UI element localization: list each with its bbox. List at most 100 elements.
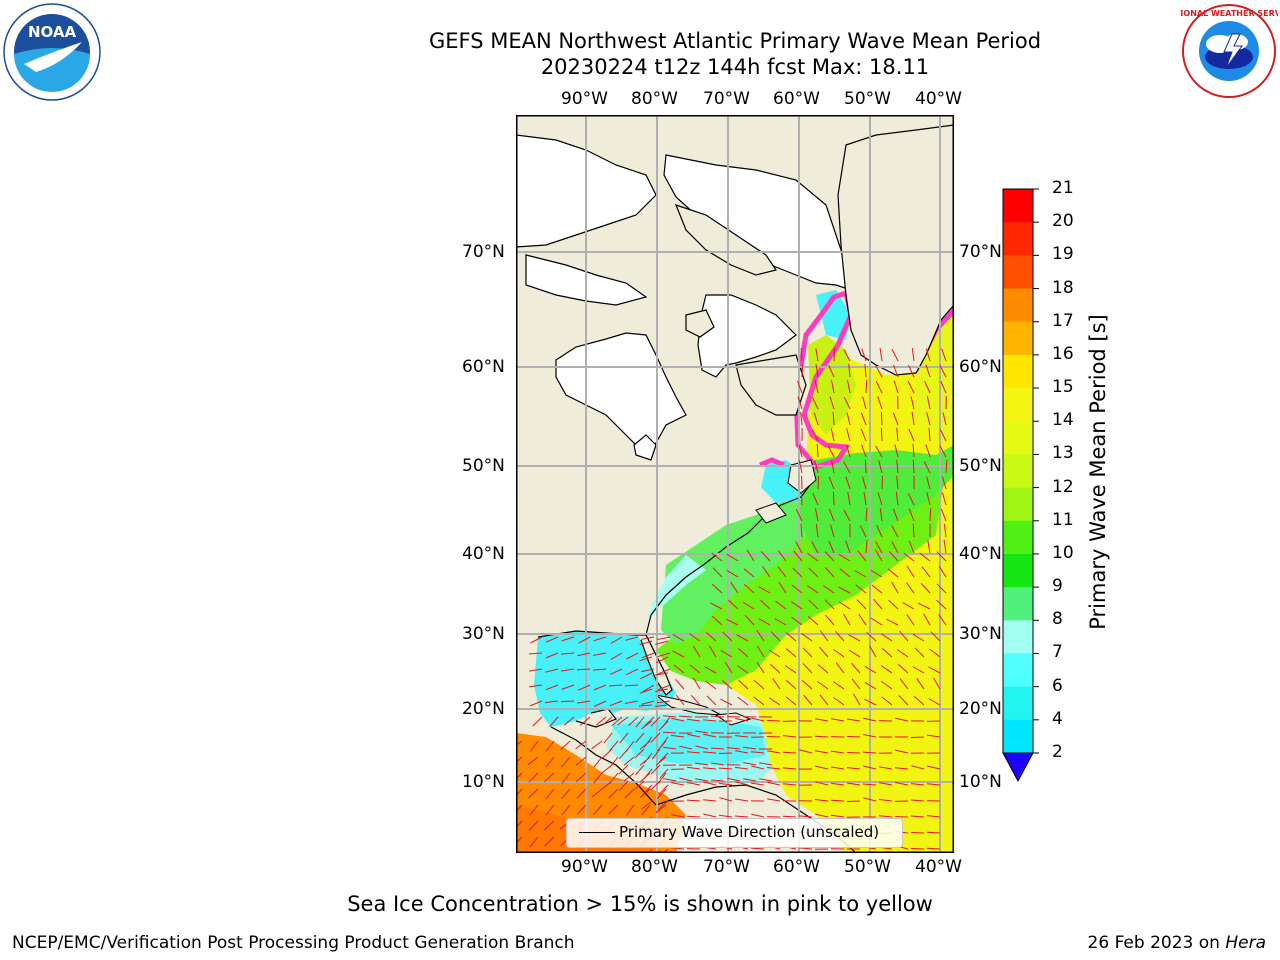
wave-vector — [639, 688, 653, 694]
wave-vector — [657, 700, 671, 704]
colorbar-segment — [1003, 487, 1033, 522]
wave-vector — [737, 648, 749, 658]
wave-vector — [610, 652, 623, 661]
wave-vector — [941, 348, 947, 362]
wave-vector — [910, 815, 925, 818]
wave-vector — [875, 365, 883, 378]
wave-vector — [560, 700, 575, 703]
wave-vector — [880, 411, 883, 426]
wave-vector — [830, 524, 835, 538]
wave-vector — [847, 492, 851, 506]
wave-vector — [737, 696, 749, 706]
lon-label-top: 70°W — [703, 89, 750, 109]
colorbar-segment — [1003, 719, 1033, 754]
lat-label-right: 10°N — [959, 772, 1002, 792]
wave-vector — [795, 509, 803, 522]
wave-vector — [875, 541, 883, 554]
wave-vector — [865, 379, 868, 394]
wave-vector — [561, 804, 571, 816]
wave-vector — [617, 716, 629, 726]
wave-vector — [611, 716, 623, 726]
wave-vector — [591, 788, 603, 798]
wave-vector — [686, 815, 701, 818]
wave-vector — [828, 540, 835, 554]
wave-vector — [819, 694, 829, 706]
wave-vector — [577, 684, 591, 691]
wave-vector — [756, 661, 765, 674]
hudson-bay — [555, 332, 687, 456]
wave-vector — [795, 541, 803, 554]
wave-vector — [870, 617, 883, 626]
wave-vector — [656, 788, 667, 799]
wave-vector — [846, 752, 861, 754]
wave-vector — [880, 427, 883, 442]
wave-vector — [862, 751, 877, 754]
wave-vector — [814, 380, 819, 394]
wave-vector — [687, 782, 701, 786]
wave-vector — [891, 349, 899, 362]
wave-vector — [593, 636, 607, 642]
colorbar-tick-label: 8 — [1052, 609, 1063, 630]
wave-vector — [711, 762, 725, 766]
wave-vector — [642, 784, 653, 795]
wave-vector — [591, 740, 603, 750]
wave-vector — [657, 652, 671, 658]
wave-vector — [655, 640, 669, 645]
wave-vector — [711, 583, 723, 594]
colorbar-segment — [1003, 620, 1033, 654]
wave-vector — [785, 696, 797, 706]
wave-vector — [807, 616, 819, 626]
wave-vector — [575, 772, 587, 782]
wave-vector — [651, 748, 661, 760]
wave-vector — [925, 348, 931, 362]
wave-vector — [738, 679, 749, 690]
wave-vector — [657, 772, 667, 784]
wave-vector — [848, 364, 851, 378]
wave-vector — [864, 698, 877, 706]
wave-vector — [529, 740, 539, 752]
wave-vector — [838, 553, 851, 562]
colorbar-tick-label: 9 — [1052, 576, 1063, 597]
wave-vector — [561, 652, 575, 655]
wave-vector — [710, 747, 725, 750]
map-legend: Primary Wave Direction (unscaled) — [566, 818, 903, 848]
colorbar-segment — [1003, 255, 1033, 290]
wave-vector — [847, 782, 861, 786]
wave-vector — [873, 598, 883, 610]
wave-vector — [803, 694, 813, 706]
wave-vector — [545, 636, 559, 643]
wave-vector — [702, 751, 717, 754]
wave-vector — [735, 798, 749, 802]
wave-vector — [655, 672, 669, 676]
wave-vector — [785, 665, 797, 674]
wave-vector — [886, 618, 899, 626]
wave-vector — [930, 631, 941, 642]
wave-vector — [782, 751, 797, 754]
wave-vector — [863, 797, 877, 802]
wave-vector — [671, 717, 685, 722]
wave-vector — [866, 631, 877, 642]
wave-vector — [858, 613, 867, 626]
wave-vector — [767, 750, 781, 754]
wave-vector — [753, 696, 765, 706]
wave-vector — [843, 349, 851, 362]
wave-vector — [892, 364, 899, 378]
wave-vector — [921, 566, 931, 578]
wave-vector — [635, 732, 645, 744]
wave-vector — [936, 551, 947, 562]
wave-vector — [906, 614, 915, 626]
wave-vector — [619, 732, 629, 744]
wave-vector — [852, 693, 861, 706]
wave-vector — [813, 412, 819, 426]
wave-vector — [751, 765, 765, 770]
wave-vector — [735, 781, 749, 786]
wave-vector — [623, 772, 635, 782]
wave-vector — [845, 476, 851, 490]
wave-vector — [608, 804, 619, 815]
wave-vector — [657, 800, 669, 810]
wave-vector — [861, 348, 867, 362]
wave-vector — [576, 668, 591, 671]
wave-vector — [863, 765, 877, 770]
wave-vector — [801, 632, 813, 642]
wave-vector — [927, 540, 931, 554]
